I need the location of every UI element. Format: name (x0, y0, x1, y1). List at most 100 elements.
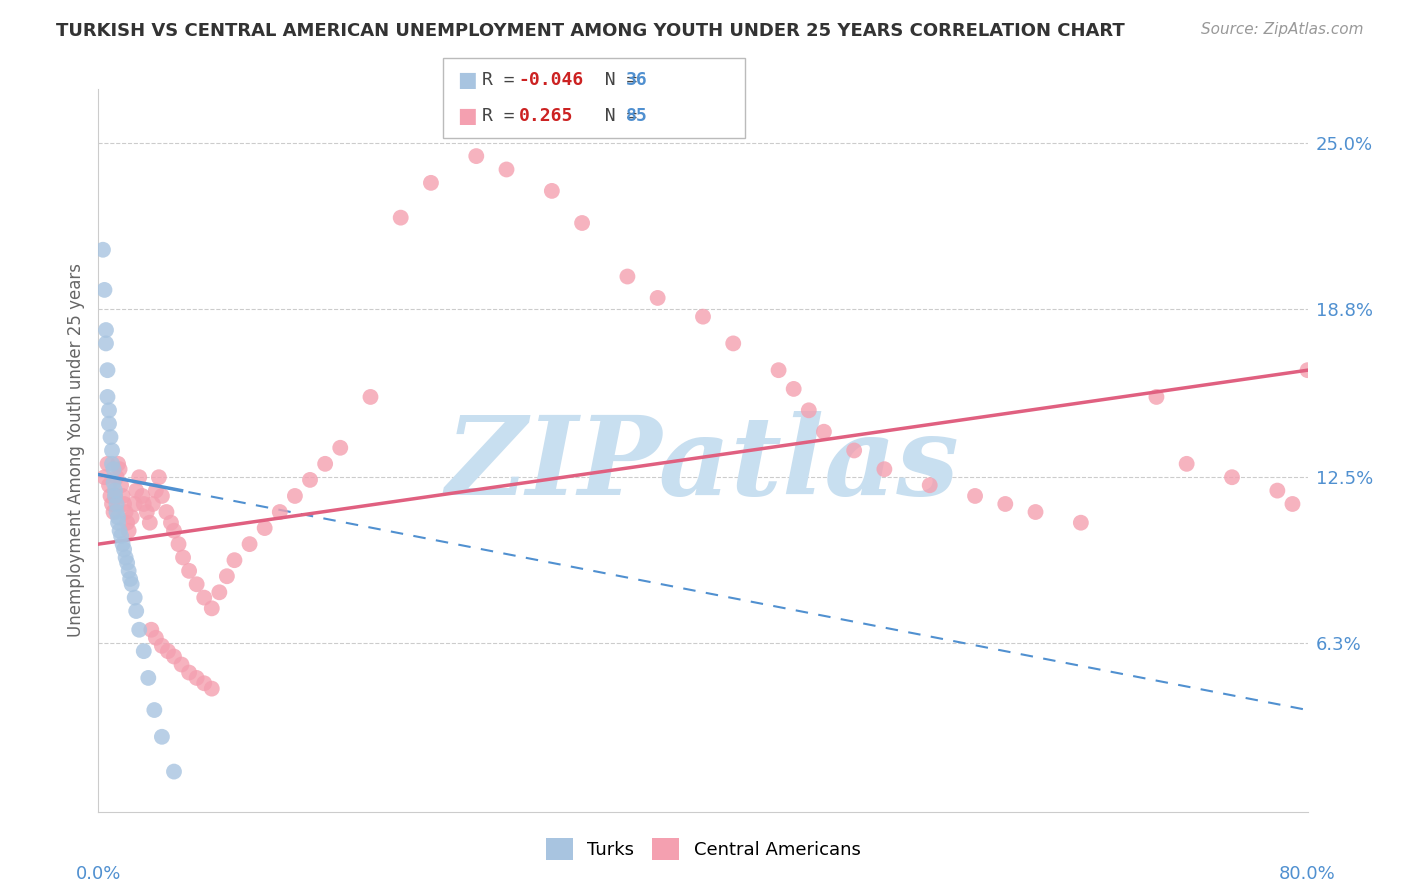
Point (105, 497, 128, 511)
Point (163, 764, 186, 779)
Point (186, 671, 208, 685)
Point (118, 564, 141, 578)
Point (110, 529, 132, 543)
Point (150, 489, 173, 503)
Text: 0.0%: 0.0% (76, 865, 121, 883)
Point (96, 363, 118, 377)
Text: ZIPatlas: ZIPatlas (446, 411, 960, 518)
Point (124, 591, 146, 605)
Point (389, 211, 412, 225)
Point (797, 403, 820, 417)
Point (111, 489, 134, 503)
Point (873, 462, 896, 476)
Point (118, 524, 141, 538)
Point (647, 291, 669, 305)
Text: ■: ■ (457, 70, 477, 90)
Point (107, 457, 129, 471)
Point (193, 676, 215, 690)
Point (145, 483, 167, 498)
Point (128, 470, 150, 484)
Point (125, 604, 148, 618)
Point (94, 323, 117, 337)
Point (94, 336, 117, 351)
Point (114, 505, 136, 519)
Point (1070, 516, 1092, 530)
Point (1144, 390, 1167, 404)
Point (208, 585, 231, 599)
Point (104, 489, 127, 503)
Text: N =: N = (583, 71, 648, 89)
Point (104, 483, 127, 498)
Point (145, 631, 167, 645)
Point (103, 505, 125, 519)
Point (115, 516, 138, 530)
Point (93, 470, 115, 484)
Point (965, 489, 987, 503)
Point (131, 489, 153, 503)
Point (103, 475, 125, 490)
Point (1024, 505, 1046, 519)
Point (284, 489, 307, 503)
Point (160, 516, 183, 530)
Point (155, 505, 177, 519)
Point (495, 162, 517, 177)
Point (723, 336, 745, 351)
Point (142, 497, 165, 511)
Point (115, 556, 138, 570)
Point (1281, 497, 1303, 511)
Point (107, 516, 129, 530)
Point (172, 550, 194, 565)
Point (104, 489, 127, 503)
Point (98, 403, 121, 417)
Point (101, 457, 124, 471)
Point (139, 516, 162, 530)
Point (136, 671, 159, 685)
Point (132, 644, 155, 658)
Point (107, 510, 129, 524)
Point (108, 524, 131, 538)
Point (98, 417, 121, 431)
Point (132, 497, 155, 511)
Point (329, 441, 352, 455)
Text: 36: 36 (626, 71, 647, 89)
Point (110, 478, 132, 492)
Point (167, 537, 190, 551)
Point (148, 470, 170, 484)
Point (96, 390, 118, 404)
Point (1175, 457, 1198, 471)
Point (1296, 363, 1319, 377)
Point (465, 149, 488, 163)
Point (193, 591, 215, 605)
Text: N =: N = (583, 107, 648, 125)
Point (163, 524, 186, 538)
Point (299, 473, 322, 487)
Point (163, 649, 186, 664)
Point (120, 572, 142, 586)
Point (101, 497, 124, 511)
Point (215, 569, 238, 583)
Point (224, 553, 246, 567)
Point (571, 216, 593, 230)
Point (143, 703, 166, 717)
Point (121, 510, 143, 524)
Point (314, 457, 336, 471)
Point (918, 478, 941, 492)
Point (112, 542, 135, 557)
Point (111, 537, 134, 551)
Point (128, 623, 150, 637)
Point (93, 283, 115, 297)
Point (186, 577, 208, 591)
Point (253, 521, 276, 535)
Point (179, 564, 201, 578)
Point (121, 577, 143, 591)
Point (108, 462, 131, 476)
Point (150, 639, 173, 653)
Point (813, 425, 835, 439)
Point (156, 644, 179, 658)
Text: 80.0%: 80.0% (1279, 865, 1336, 883)
Point (141, 623, 163, 637)
Text: 0.265: 0.265 (519, 107, 574, 125)
Text: R =: R = (482, 71, 526, 89)
Legend: Turks, Central Americans: Turks, Central Americans (538, 831, 868, 868)
Point (96, 457, 118, 471)
